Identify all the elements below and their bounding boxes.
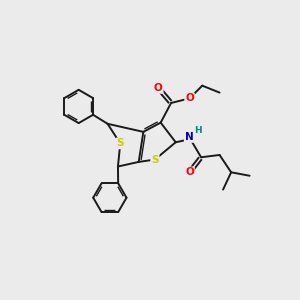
Text: N: N <box>185 132 194 142</box>
Text: O: O <box>154 83 163 93</box>
Text: S: S <box>116 138 124 148</box>
Text: S: S <box>151 154 159 165</box>
Text: H: H <box>194 126 202 135</box>
Text: O: O <box>185 167 194 177</box>
Text: O: O <box>185 93 194 103</box>
